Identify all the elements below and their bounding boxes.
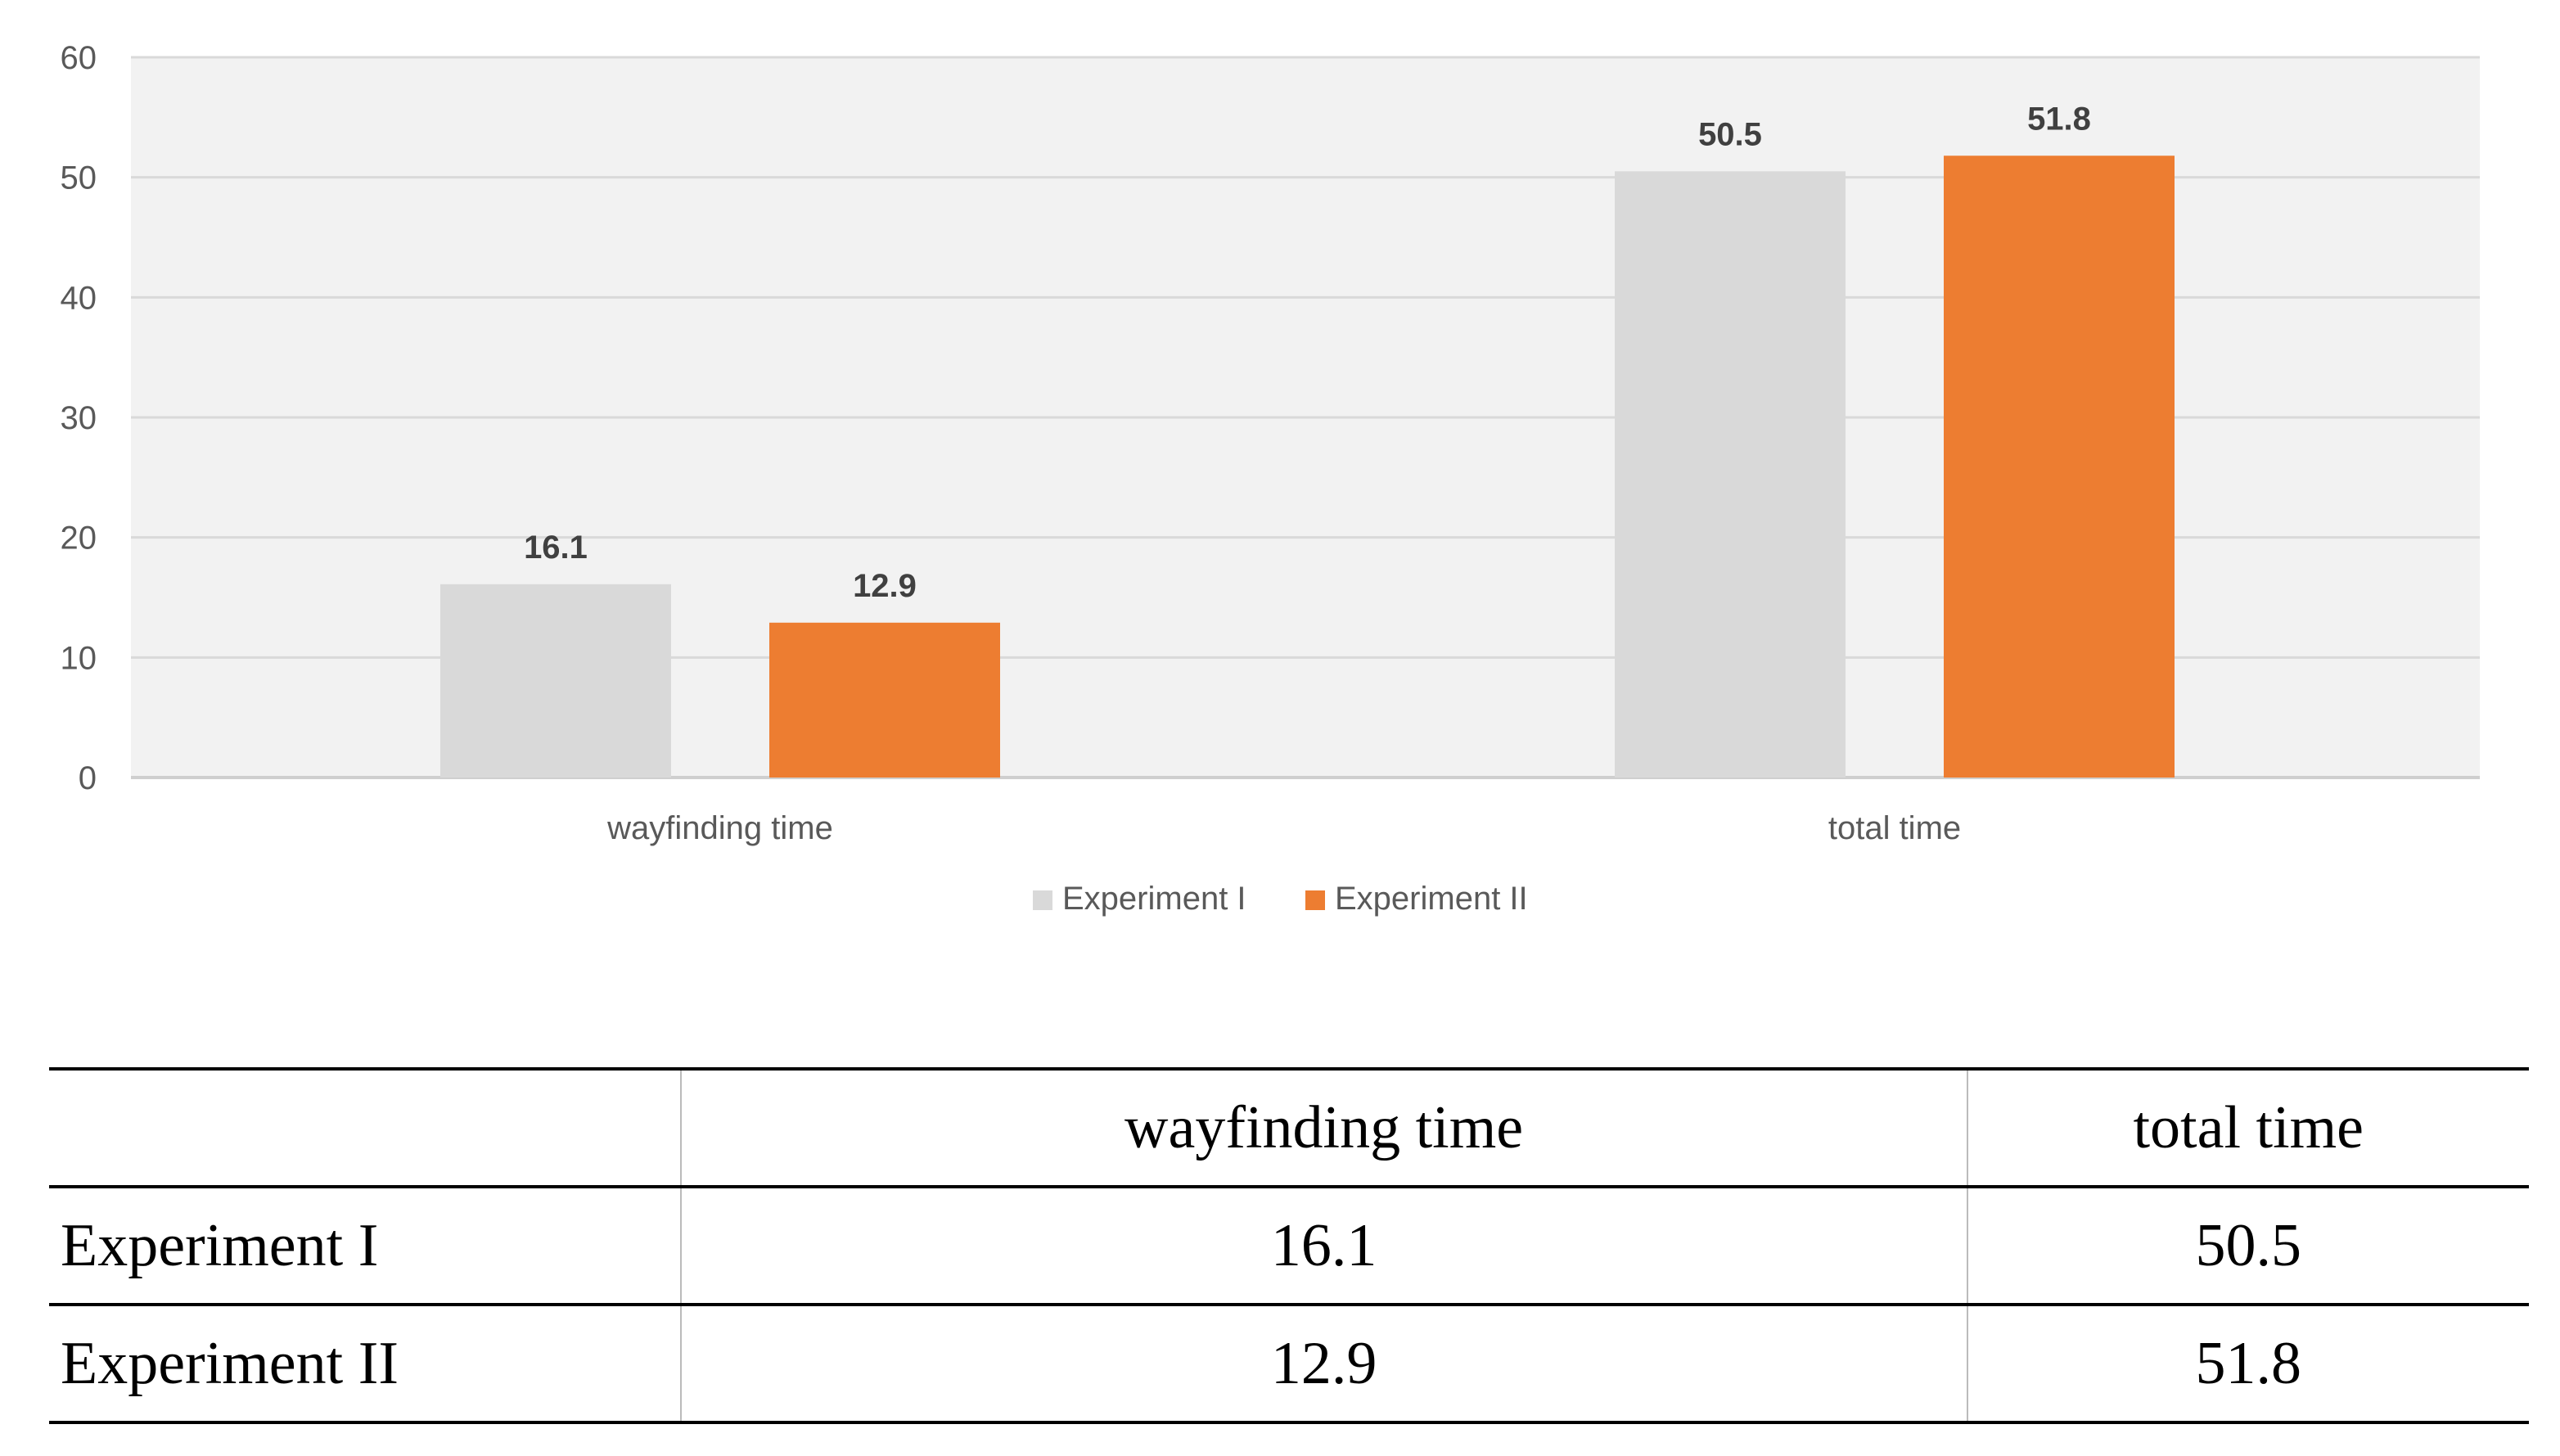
table-cell: 51.8: [1966, 1305, 2529, 1422]
legend-swatch: [1033, 890, 1052, 910]
legend: Experiment I Experiment II: [1033, 881, 1528, 917]
x-tick-label: total time: [1828, 810, 1961, 846]
data-label: 51.8: [2027, 101, 2091, 137]
table-cell: 50.5: [1966, 1187, 2529, 1305]
bar: [1615, 171, 1846, 778]
data-labels: 16.1 12.9 50.5 51.8: [524, 101, 2091, 604]
y-tick-label: 0: [79, 760, 97, 796]
y-tick-label: 20: [61, 521, 97, 557]
data-table: wayfinding time total time Experiment I …: [49, 1067, 2529, 1424]
bar: [769, 622, 1000, 778]
table-cell: 12.9: [679, 1305, 1967, 1422]
table-row: Experiment I 16.1 50.5: [49, 1187, 2529, 1305]
data-label: 12.9: [853, 568, 917, 604]
y-axis-ticks: 0 10 20 30 40 50 60: [61, 40, 97, 796]
table-row: Experiment II 12.9 51.8: [49, 1305, 2529, 1422]
bars: [440, 156, 2175, 778]
table-header-cell: [49, 1069, 681, 1187]
table-cell: Experiment II: [61, 1329, 399, 1397]
table-header-cell: total time: [1966, 1069, 2529, 1187]
legend-label: Experiment I: [1062, 881, 1246, 917]
y-tick-label: 50: [61, 160, 97, 196]
legend-label: Experiment II: [1335, 881, 1528, 917]
bar: [440, 584, 671, 778]
table-cell: 16.1: [679, 1187, 1967, 1305]
table-header-cell: wayfinding time: [679, 1069, 1967, 1187]
y-tick-label: 60: [61, 40, 97, 76]
data-label: 16.1: [524, 530, 588, 566]
y-tick-label: 10: [61, 640, 97, 676]
table-cell: Experiment I: [61, 1211, 379, 1279]
y-tick-label: 30: [61, 400, 97, 436]
table-header-row: wayfinding time total time: [49, 1069, 2529, 1187]
x-tick-label: wayfinding time: [606, 810, 833, 846]
bar-chart: 0 10 20 30 40 50 60 16.1 12.9 50.5 51.8 wayfindin…: [61, 40, 2480, 917]
data-label: 50.5: [1698, 116, 1762, 152]
x-axis-ticks: wayfinding time total time: [606, 810, 1961, 846]
legend-swatch: [1305, 890, 1325, 910]
y-tick-label: 40: [61, 280, 97, 316]
bar: [1944, 156, 2175, 778]
